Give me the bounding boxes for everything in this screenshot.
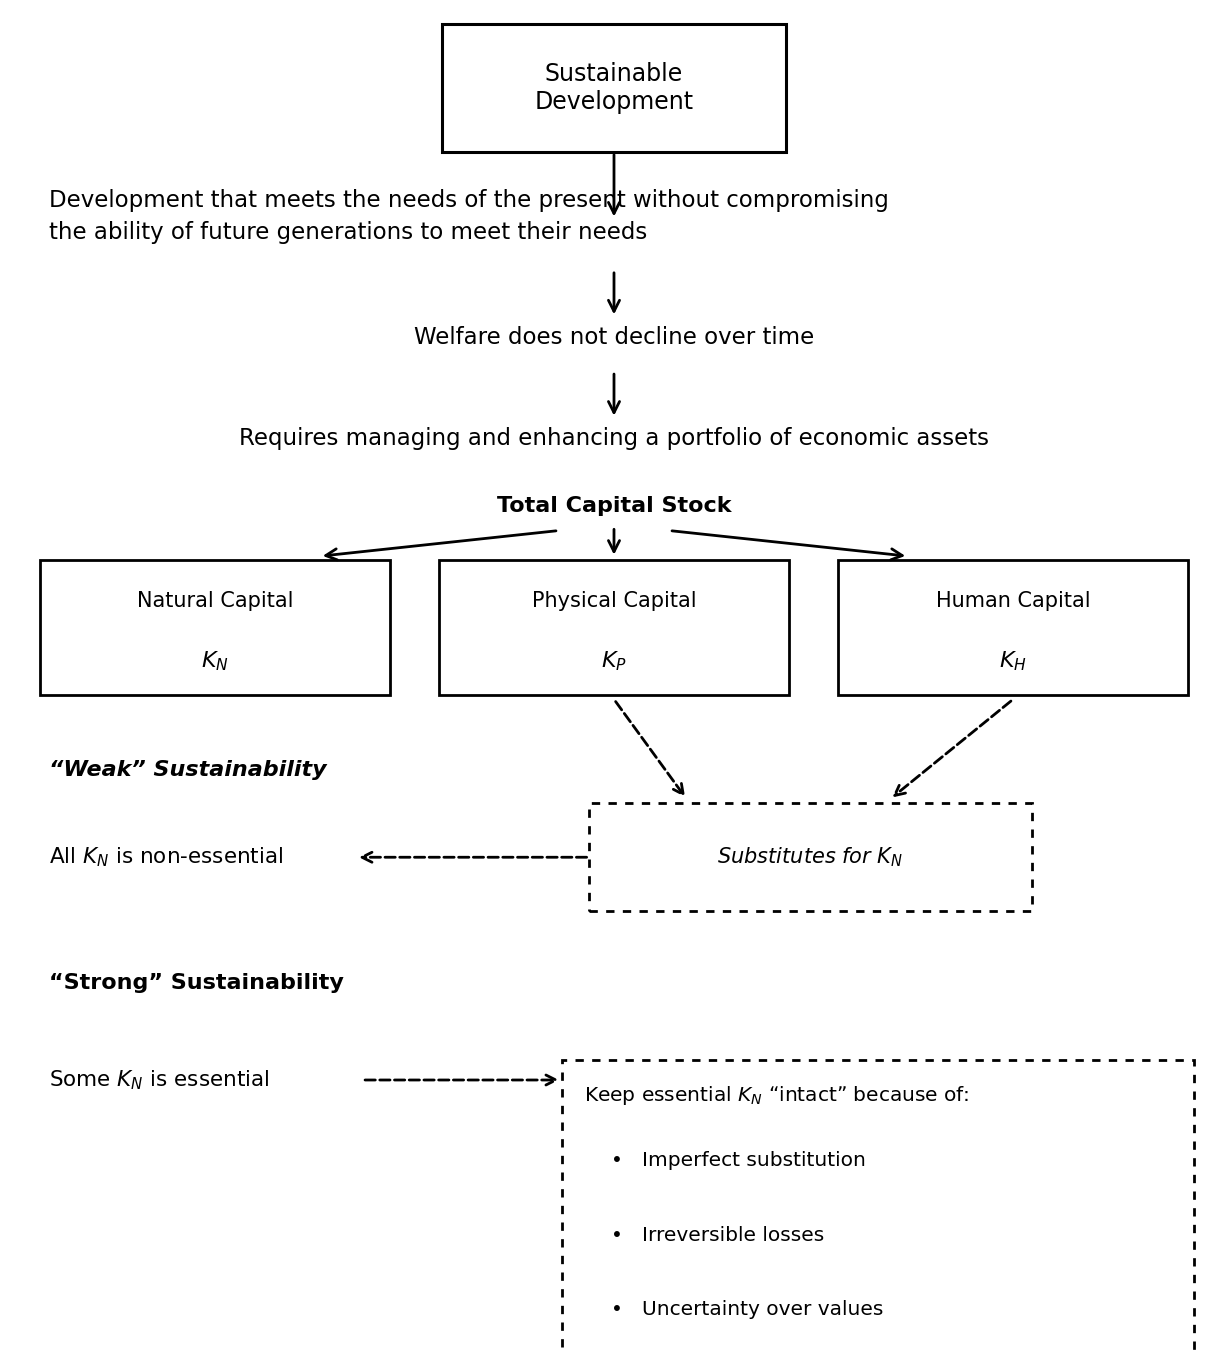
Text: Total Capital Stock: Total Capital Stock: [497, 497, 731, 516]
FancyBboxPatch shape: [837, 560, 1189, 695]
FancyBboxPatch shape: [442, 24, 786, 153]
Text: All $K_N$ is non-essential: All $K_N$ is non-essential: [49, 845, 284, 869]
FancyBboxPatch shape: [561, 1060, 1194, 1350]
Text: Physical Capital: Physical Capital: [532, 591, 696, 610]
FancyBboxPatch shape: [440, 560, 790, 695]
Text: Sustainable
Development: Sustainable Development: [534, 62, 694, 113]
Text: $K_P$: $K_P$: [600, 649, 628, 674]
Text: $K_N$: $K_N$: [201, 649, 228, 674]
Text: •   Irreversible losses: • Irreversible losses: [612, 1226, 824, 1245]
FancyBboxPatch shape: [39, 560, 391, 695]
Text: Development that meets the needs of the present without compromising
the ability: Development that meets the needs of the …: [49, 189, 889, 243]
Text: Human Capital: Human Capital: [936, 591, 1090, 610]
Text: Keep essential $K_N$ “intact” because of:: Keep essential $K_N$ “intact” because of…: [585, 1084, 969, 1107]
Text: •   Imperfect substitution: • Imperfect substitution: [612, 1152, 866, 1170]
Text: $K_H$: $K_H$: [1000, 649, 1027, 674]
Text: Some $K_N$ is essential: Some $K_N$ is essential: [49, 1068, 270, 1092]
Text: “Strong” Sustainability: “Strong” Sustainability: [49, 973, 344, 992]
Text: “Weak” Sustainability: “Weak” Sustainability: [49, 760, 327, 779]
Text: Requires managing and enhancing a portfolio of economic assets: Requires managing and enhancing a portfo…: [239, 427, 989, 451]
FancyBboxPatch shape: [589, 803, 1032, 911]
Text: •   Uncertainty over values: • Uncertainty over values: [612, 1300, 883, 1319]
Text: Welfare does not decline over time: Welfare does not decline over time: [414, 325, 814, 350]
Text: Natural Capital: Natural Capital: [136, 591, 293, 610]
Text: Substitutes for $K_N$: Substitutes for $K_N$: [717, 845, 904, 869]
